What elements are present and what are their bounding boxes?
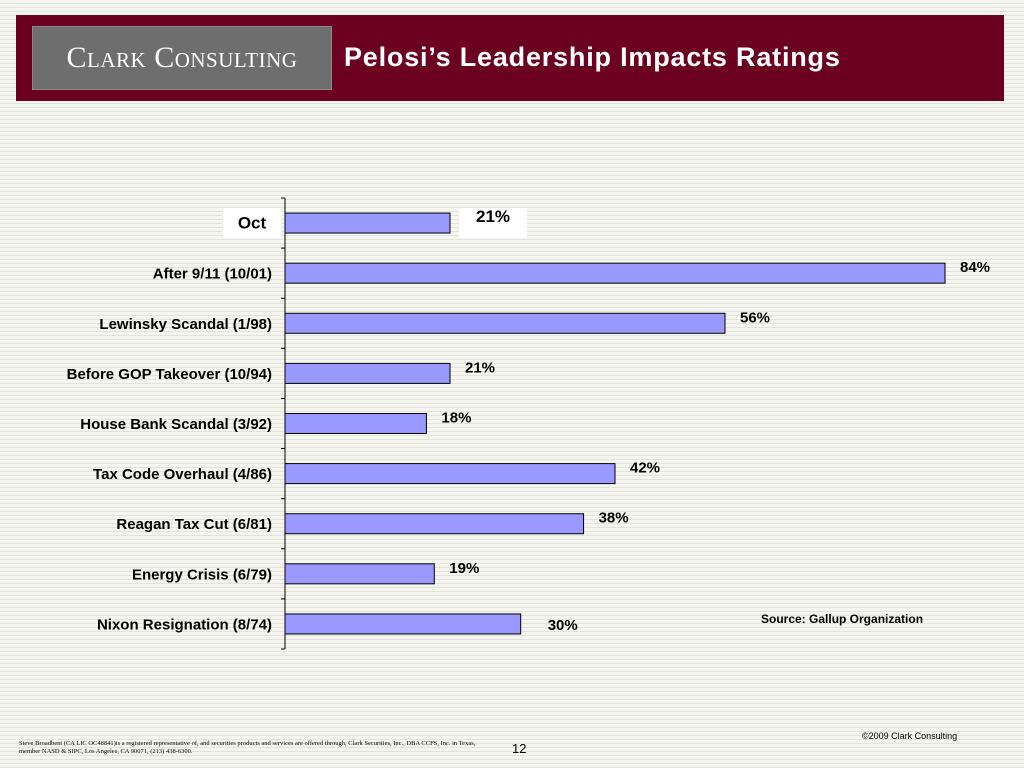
- bar: [284, 413, 427, 434]
- page-title: Pelosi’s Leadership Impacts Ratings: [344, 42, 841, 72]
- category-label: Tax Code Overhaul (4/86): [93, 466, 272, 483]
- bar: [284, 262, 946, 284]
- source-note: Source: Gallup Organization: [761, 612, 924, 626]
- data-label: 84%: [960, 259, 990, 276]
- copyright: ©2009 Clark Consulting: [862, 731, 958, 741]
- category-label: After 9/11 (10/01): [153, 266, 272, 283]
- bar: [284, 212, 451, 234]
- data-label: 42%: [630, 460, 660, 477]
- header-banner: Clark Consulting Pelosi’s Leadership Imp…: [16, 15, 1004, 101]
- category-label: Before GOP Takeover (10/94): [67, 366, 272, 383]
- highlight-value-box: [459, 208, 527, 239]
- data-label: 18%: [441, 410, 471, 427]
- category-label: House Bank Scandal (3/92): [80, 416, 272, 433]
- data-label: 21%: [465, 359, 495, 376]
- highlight-label-box: [223, 208, 281, 239]
- category-label: Energy Crisis (6/79): [132, 566, 272, 583]
- logo-text: Clark Consulting: [66, 41, 298, 74]
- category-label: Nixon Resignation (8/74): [97, 616, 272, 633]
- bar: [284, 463, 616, 485]
- category-label: Reagan Tax Cut (6/81): [116, 516, 272, 533]
- category-label: Lewinsky Scandal (1/98): [99, 316, 272, 333]
- bar: [284, 613, 522, 635]
- disclaimer: Steve Broadbent (CA LIC OC48841)is a reg…: [19, 740, 476, 755]
- category-label: Oct: [238, 214, 267, 233]
- data-label: 56%: [740, 309, 770, 326]
- bar: [284, 563, 435, 585]
- bar: [284, 513, 585, 535]
- data-label: 19%: [449, 560, 479, 577]
- data-label: 30%: [548, 617, 578, 634]
- data-label: 21%: [476, 207, 510, 226]
- page-number: 12: [512, 741, 527, 756]
- bar: [284, 362, 451, 384]
- company-logo: Clark Consulting: [32, 26, 332, 90]
- bar: [284, 312, 726, 334]
- data-label: 38%: [599, 510, 629, 527]
